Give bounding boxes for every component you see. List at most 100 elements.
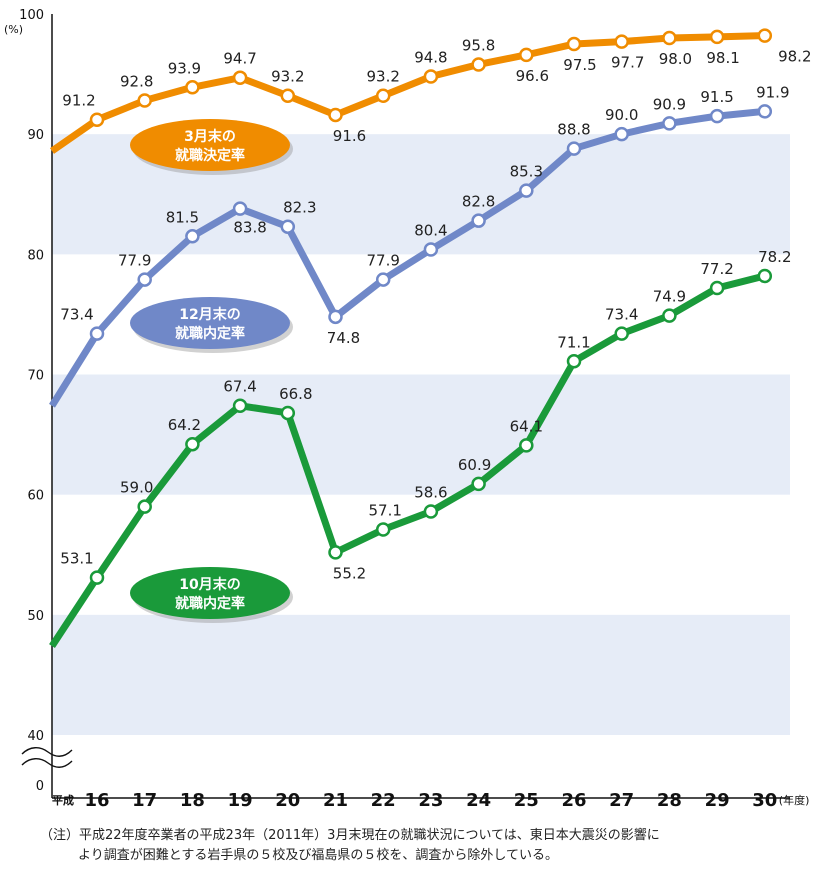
x-tick-label-17: 17	[132, 790, 157, 811]
data-label: 74.9	[653, 288, 686, 306]
data-label: 82.3	[283, 199, 316, 217]
data-label: 93.2	[366, 68, 399, 86]
data-point	[614, 34, 629, 49]
data-point	[280, 88, 296, 103]
data-label: 71.1	[557, 333, 590, 351]
x-tick-label-25: 25	[514, 790, 539, 811]
data-point	[137, 499, 152, 514]
data-label: 96.6	[516, 67, 549, 85]
data-point	[614, 126, 629, 142]
y-tick-label-70: 70	[27, 369, 44, 384]
data-point	[709, 29, 725, 45]
data-label: 94.8	[414, 48, 447, 66]
data-point	[423, 69, 439, 84]
y-tick-label-100: 100	[19, 8, 44, 23]
badge-text-line-2: 就職決定率	[175, 147, 245, 164]
data-point	[662, 116, 677, 131]
data-label: 90.0	[605, 106, 638, 124]
data-label: 98.0	[659, 50, 692, 68]
x-suffix-label: (年度)	[779, 793, 810, 807]
data-label: 98.2	[778, 48, 811, 66]
data-point	[232, 201, 248, 216]
data-label: 95.8	[462, 36, 495, 54]
y-tick-label-40: 40	[27, 729, 44, 744]
x-tick-label-29: 29	[705, 790, 730, 811]
badge-text-line-1: 3月末の	[184, 128, 236, 145]
data-label: 91.2	[62, 92, 95, 110]
x-tick-label-22: 22	[371, 790, 396, 811]
data-point	[757, 268, 773, 284]
data-point	[757, 104, 773, 119]
data-point	[471, 476, 486, 492]
series-0: 91.2 92.8 93.9 94.7 93.2 91.6 93.2 94.8 95.8 96.6…	[50, 28, 812, 154]
x-tick-label-26: 26	[561, 790, 586, 811]
footnote: （注）平成22年度卒業者の平成23年（2011年）3月末現在の就職状況については…	[40, 826, 810, 866]
data-point	[662, 308, 677, 323]
data-label: 77.2	[700, 260, 733, 278]
data-label: 73.4	[605, 306, 638, 324]
data-point	[519, 183, 534, 198]
data-point	[185, 229, 200, 244]
data-label: 98.1	[706, 49, 739, 67]
data-point	[137, 93, 152, 108]
series-line-2	[49, 272, 766, 648]
data-label: 73.4	[60, 306, 93, 324]
series-2: 53.1 59.0 64.2 67.4 66.8 55.2 57.1 58.6 60.9 64.1…	[49, 248, 792, 648]
data-label: 81.5	[166, 208, 199, 226]
y-tick-label-80: 80	[27, 248, 44, 263]
data-point	[280, 405, 296, 421]
data-point	[280, 219, 296, 234]
data-point	[423, 242, 439, 257]
data-point	[471, 57, 486, 72]
data-point	[423, 504, 439, 519]
y-tick-label-50: 50	[27, 609, 44, 624]
axis-break-stroke-0	[21, 747, 73, 757]
data-label: 78.2	[758, 248, 791, 266]
data-point	[89, 326, 105, 341]
data-label: 83.8	[233, 219, 266, 237]
data-label: 53.1	[60, 550, 93, 568]
x-tick-label-21: 21	[323, 790, 348, 811]
data-point	[519, 47, 534, 63]
x-tick-label-19: 19	[228, 790, 253, 811]
data-point	[375, 272, 391, 287]
y-tick-label-60: 60	[27, 489, 44, 504]
data-label: 93.2	[271, 68, 304, 86]
footnote-line-1: （注）平成22年度卒業者の平成23年（2011年）3月末現在の就職状況については…	[40, 828, 660, 843]
x-tick-label-27: 27	[609, 790, 634, 811]
badge-text-line-1: 10月末の	[179, 576, 240, 593]
footnote-line-2: より調査が困難とする岩手県の５校及び福島県の５校を、調査から除外している。	[78, 848, 558, 863]
data-point	[566, 354, 582, 369]
data-label: 58.6	[414, 483, 447, 501]
badge-text-line-1: 12月末の	[179, 306, 240, 323]
axis-break-stroke-1	[21, 758, 73, 768]
data-point	[185, 80, 200, 95]
line-chart: 40 50 60 70 80 90 100 0 (%) 平成 16 17 18 19 20 21 22 23 24 2…	[4, 8, 812, 811]
x-tick-label-28: 28	[657, 790, 682, 811]
data-point	[709, 280, 725, 296]
x-tick-label-20: 20	[275, 790, 300, 811]
series-line-0	[50, 32, 765, 154]
data-label: 88.8	[557, 121, 590, 139]
badge-text-line-2: 就職内定率	[175, 595, 245, 612]
data-label: 91.9	[756, 83, 789, 101]
data-label: 66.8	[279, 385, 312, 403]
data-label: 97.7	[611, 54, 644, 72]
x-tick-label-30: 30	[752, 790, 777, 811]
data-label: 85.3	[510, 163, 543, 181]
data-point	[137, 272, 152, 287]
x-prefix-label: 平成	[52, 793, 74, 807]
y-tick-label-zero: 0	[36, 779, 44, 794]
data-label: 55.2	[333, 564, 366, 582]
data-label: 91.5	[700, 88, 733, 106]
badge-ellipse	[130, 567, 290, 619]
data-point	[709, 108, 725, 124]
data-label: 97.5	[563, 56, 596, 74]
data-label: 93.9	[168, 59, 201, 77]
data-label: 59.0	[120, 479, 153, 497]
data-point	[662, 30, 677, 46]
data-label: 60.9	[458, 456, 491, 474]
data-point	[757, 28, 773, 43]
